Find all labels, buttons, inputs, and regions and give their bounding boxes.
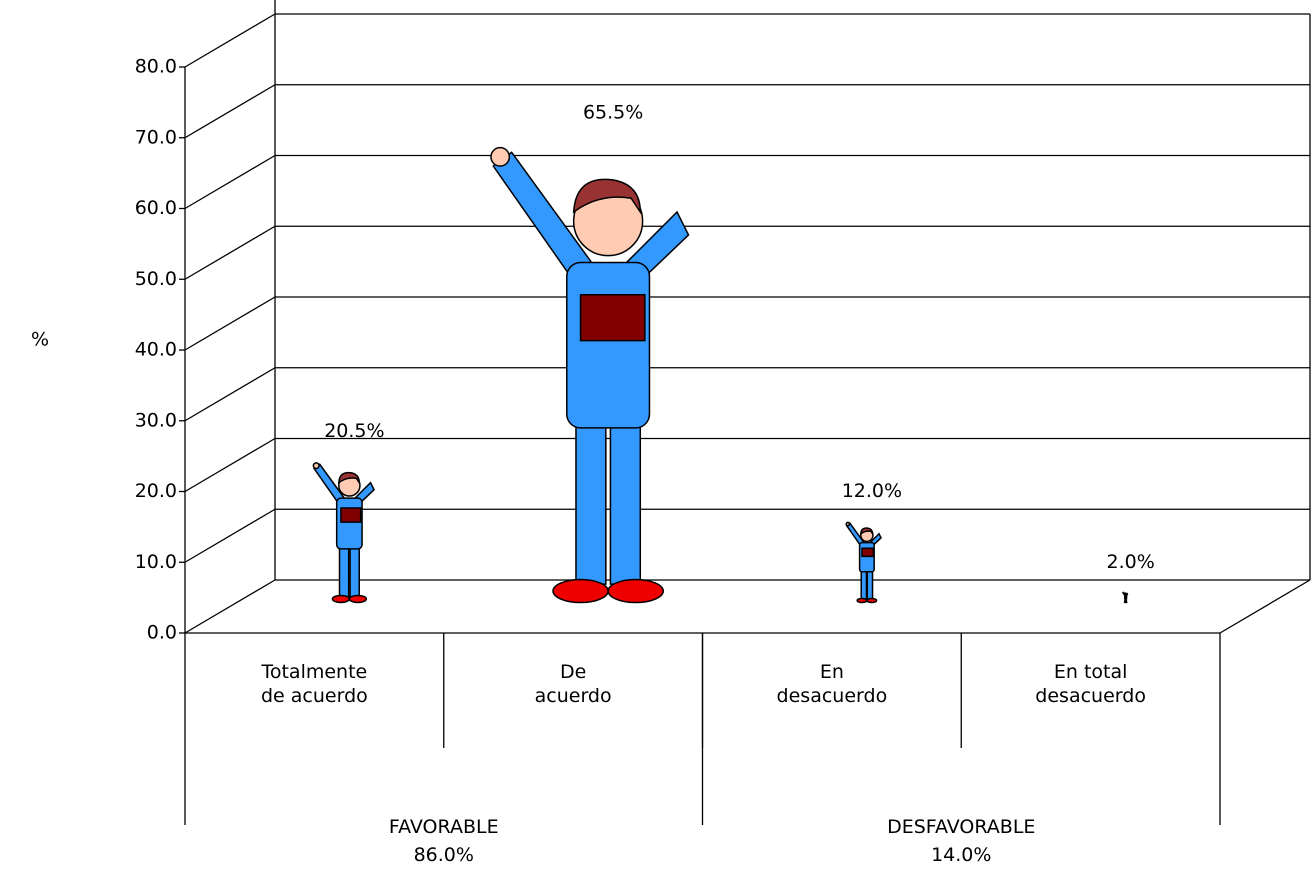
group-label: DESFAVORABLE	[887, 816, 1036, 838]
figure-hair	[861, 528, 873, 534]
figure-hand	[313, 463, 319, 469]
figure-body	[337, 498, 362, 549]
group-value: 86.0%	[413, 844, 474, 866]
figure-hand	[846, 522, 849, 525]
x-tick-label: En desacuerdo	[776, 661, 888, 707]
bar	[491, 148, 689, 603]
figure-shoe	[349, 595, 366, 602]
y-tick-label: 30.0	[135, 409, 177, 431]
figure-hair	[339, 473, 359, 483]
y-tick-label: 40.0	[135, 339, 177, 361]
y-tick-label: 10.0	[135, 551, 177, 573]
value-label: 2.0%	[1106, 551, 1154, 573]
figure-book	[341, 508, 361, 522]
x-tick-label: Totalmente de acuerdo	[260, 661, 368, 707]
bar	[1123, 592, 1127, 602]
figure-book	[581, 295, 645, 341]
figure-shoe	[857, 598, 867, 602]
depth-line	[184, 579, 276, 634]
depth-line	[184, 367, 276, 422]
value-label: 20.5%	[324, 420, 384, 442]
bar	[313, 463, 374, 603]
value-label: 65.5%	[583, 102, 643, 124]
figure-leg	[610, 414, 640, 584]
floor-edge	[1219, 579, 1311, 634]
figure-book	[1125, 596, 1126, 597]
y-tick-label: 20.0	[135, 480, 177, 502]
figure-body	[860, 543, 875, 572]
y-tick-label: 70.0	[135, 126, 177, 148]
group-label: FAVORABLE	[388, 816, 499, 838]
figure-leg	[861, 569, 866, 599]
figure-leg	[340, 545, 349, 597]
y-axis-label: %	[31, 329, 49, 351]
figure-book	[862, 548, 873, 556]
bar	[846, 522, 881, 602]
figure-leg	[576, 414, 606, 584]
value-label: 12.0%	[842, 480, 902, 502]
y-tick-label: 50.0	[135, 268, 177, 290]
figure-hair	[574, 179, 641, 212]
figure-shoe	[1126, 602, 1127, 603]
depth-line	[184, 154, 276, 210]
figure-leg	[867, 569, 872, 599]
y-tick-label: 0.0	[147, 622, 177, 644]
figure-shoe	[553, 580, 608, 603]
figure-shoe	[332, 595, 349, 602]
depth-line	[184, 225, 276, 280]
depth-line	[184, 508, 276, 563]
figure-body	[567, 263, 650, 428]
figure-leg	[350, 545, 359, 597]
figure-shoe	[867, 598, 877, 602]
y-tick-label: 60.0	[135, 197, 177, 219]
depth-line	[184, 13, 276, 68]
x-tick-label: En total desacuerdo	[1035, 661, 1146, 707]
y-tick-label: 80.0	[135, 56, 177, 78]
depth-line	[184, 437, 276, 493]
figure-hand	[491, 148, 509, 166]
group-value: 14.0%	[931, 844, 992, 866]
figure-hair	[1125, 593, 1126, 594]
depth-line	[184, 84, 276, 139]
x-tick-label: De acuerdo	[534, 661, 612, 707]
figure-shoe	[608, 580, 663, 603]
depth-line	[184, 296, 276, 351]
